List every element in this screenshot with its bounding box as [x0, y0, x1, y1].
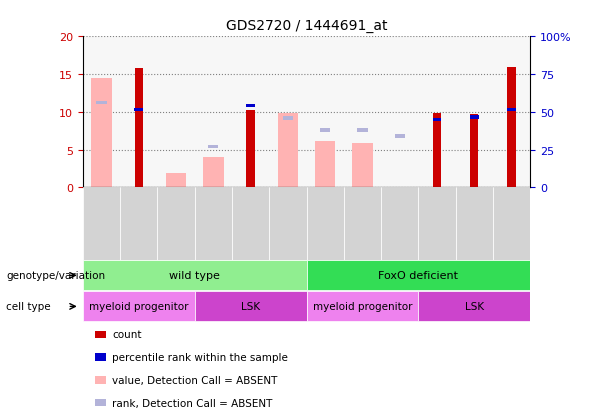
Bar	[278, 114, 298, 188]
Bar	[269, 188, 306, 260]
Bar	[315, 141, 335, 188]
Bar	[352, 143, 373, 188]
Bar	[433, 119, 441, 122]
Bar	[83, 37, 120, 188]
Bar	[395, 135, 405, 138]
Bar	[493, 188, 530, 260]
Text: wild type: wild type	[169, 271, 220, 281]
Bar	[195, 188, 232, 260]
Bar	[493, 37, 530, 188]
Bar	[344, 37, 381, 188]
Bar	[91, 78, 112, 188]
Bar	[381, 188, 418, 260]
Text: rank, Detection Call = ABSENT: rank, Detection Call = ABSENT	[112, 398, 273, 408]
Bar	[306, 37, 344, 188]
Bar	[208, 145, 218, 149]
Title: GDS2720 / 1444691_at: GDS2720 / 1444691_at	[226, 19, 387, 33]
Bar	[283, 117, 293, 120]
Bar	[203, 158, 224, 188]
Bar	[96, 102, 107, 105]
Bar	[166, 173, 186, 188]
Bar	[83, 188, 120, 260]
Bar	[470, 115, 478, 188]
Text: myeloid progenitor: myeloid progenitor	[89, 301, 188, 312]
Text: count: count	[112, 330, 142, 339]
Bar	[232, 37, 269, 188]
Bar	[381, 37, 419, 188]
Bar	[195, 37, 232, 188]
Bar	[418, 292, 530, 321]
Text: FoxO deficient: FoxO deficient	[378, 271, 459, 281]
Bar	[135, 69, 143, 188]
Bar	[195, 292, 306, 321]
Bar	[83, 261, 306, 291]
Bar	[419, 37, 455, 188]
Text: myeloid progenitor: myeloid progenitor	[313, 301, 412, 312]
Bar	[418, 188, 455, 260]
Bar	[232, 188, 269, 260]
Bar	[433, 114, 441, 188]
Text: value, Detection Call = ABSENT: value, Detection Call = ABSENT	[112, 375, 278, 385]
Bar	[120, 37, 158, 188]
Bar	[269, 37, 306, 188]
Text: percentile rank within the sample: percentile rank within the sample	[112, 352, 288, 362]
Bar	[507, 109, 516, 112]
Bar	[83, 292, 195, 321]
Bar	[158, 188, 195, 260]
Bar	[306, 261, 530, 291]
Bar	[344, 188, 381, 260]
Bar	[357, 129, 368, 132]
Text: cell type: cell type	[6, 301, 51, 312]
Bar	[120, 188, 158, 260]
Bar	[158, 37, 195, 188]
Text: LSK: LSK	[465, 301, 484, 312]
Bar	[455, 37, 493, 188]
Bar	[455, 188, 493, 260]
Text: LSK: LSK	[241, 301, 260, 312]
Bar	[508, 68, 516, 188]
Bar	[246, 110, 254, 188]
Bar	[306, 292, 418, 321]
Bar	[246, 105, 255, 108]
Bar	[306, 188, 344, 260]
Bar	[134, 109, 143, 112]
Text: genotype/variation: genotype/variation	[6, 271, 105, 281]
Bar	[470, 116, 479, 119]
Bar	[320, 129, 330, 132]
